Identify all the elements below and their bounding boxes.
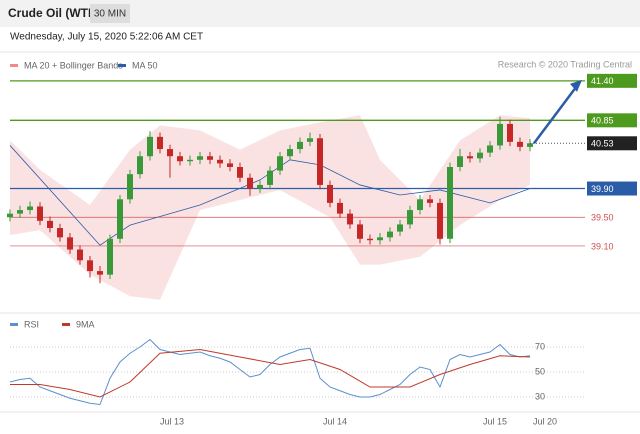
x-tick-label: Jul 13 <box>160 416 184 426</box>
candle-body <box>127 174 133 200</box>
candle-body <box>107 238 113 275</box>
candle-body <box>427 199 433 203</box>
x-tick-label: Jul 20 <box>533 416 557 426</box>
level-label: 39.10 <box>591 241 614 251</box>
candle-body <box>517 141 523 147</box>
candle-body <box>27 206 33 211</box>
timeframe: 30 MIN <box>94 9 126 20</box>
candle-body <box>97 271 103 275</box>
candle-body <box>317 138 323 185</box>
candle-body <box>137 156 143 175</box>
candle-body <box>227 163 233 167</box>
timeframe-box <box>90 4 130 23</box>
candle-body <box>447 166 453 239</box>
x-tick-label: Jul 15 <box>483 416 507 426</box>
y-tick-label: 50 <box>535 366 545 376</box>
date: Wednesday, July 15, 2020 5:22:06 AM CET <box>10 32 203 43</box>
arrow-head <box>570 79 582 92</box>
candle-body <box>267 170 273 185</box>
oscillator-line <box>9 338 531 406</box>
forecast-arrow <box>532 81 582 145</box>
candle-body <box>477 152 483 159</box>
candle-body <box>297 141 303 150</box>
legend-swatch <box>10 64 18 67</box>
candle-body <box>377 237 383 241</box>
candle-body <box>237 166 243 178</box>
candle-body <box>207 156 213 160</box>
candle-body <box>257 184 263 189</box>
legend-swatch <box>62 323 70 326</box>
title: Crude Oil (WTI) <box>8 6 95 20</box>
x-tick-label: Jul 14 <box>323 416 347 426</box>
candle-body <box>197 156 203 160</box>
candle-body <box>527 143 533 147</box>
candle-body <box>307 138 313 142</box>
candle-body <box>337 202 343 214</box>
legend-swatch <box>118 64 126 67</box>
candle-body <box>437 202 443 239</box>
candle-body <box>347 213 353 225</box>
candle-body <box>87 260 93 272</box>
y-tick-label: 30 <box>535 391 545 401</box>
candle-body <box>387 231 393 238</box>
candle-body <box>407 210 413 225</box>
candle-body <box>217 159 223 164</box>
candle-body <box>417 199 423 211</box>
legend-label: RSI <box>24 319 39 329</box>
candle-body <box>77 249 83 261</box>
level-box <box>587 73 637 88</box>
candle-body <box>497 123 503 146</box>
level-box <box>587 181 637 196</box>
level-label: 39.50 <box>591 213 614 223</box>
legend-label: MA 20 + Bollinger Bands <box>24 60 123 70</box>
legend-swatch <box>10 323 18 326</box>
candle-body <box>367 238 373 241</box>
candle-body <box>147 136 153 157</box>
y-tick-label: 70 <box>535 341 545 351</box>
candle-body <box>487 145 493 153</box>
candle-body <box>327 184 333 203</box>
candle-body <box>457 156 463 167</box>
candle-body <box>47 220 53 229</box>
oscillator-line <box>10 348 531 398</box>
candle-body <box>397 224 403 232</box>
candle-body <box>57 228 63 238</box>
source: Research © 2020 Trading Central <box>498 59 632 69</box>
legend-label: 9MA <box>76 319 95 329</box>
level-label: 39.90 <box>591 184 614 194</box>
candle-body <box>117 199 123 239</box>
candle-body <box>507 123 513 142</box>
candle-body <box>167 149 173 157</box>
candle-body <box>247 177 253 189</box>
candle-body <box>157 136 163 150</box>
candle-body <box>277 156 283 171</box>
last-price-box <box>587 136 637 151</box>
last-price-label: 40.53 <box>591 139 614 149</box>
level-label: 41.40 <box>591 76 614 86</box>
candle-body <box>287 149 293 157</box>
candle-body <box>467 156 473 159</box>
candle-body <box>177 156 183 162</box>
candle-body <box>67 237 73 250</box>
candle-body <box>37 206 43 221</box>
candle-body <box>357 224 363 239</box>
candle-body <box>17 210 23 214</box>
level-box <box>587 113 637 128</box>
candle-body <box>7 213 13 218</box>
level-label: 40.85 <box>591 116 614 126</box>
candle-body <box>187 159 193 162</box>
legend-label: MA 50 <box>132 60 158 70</box>
